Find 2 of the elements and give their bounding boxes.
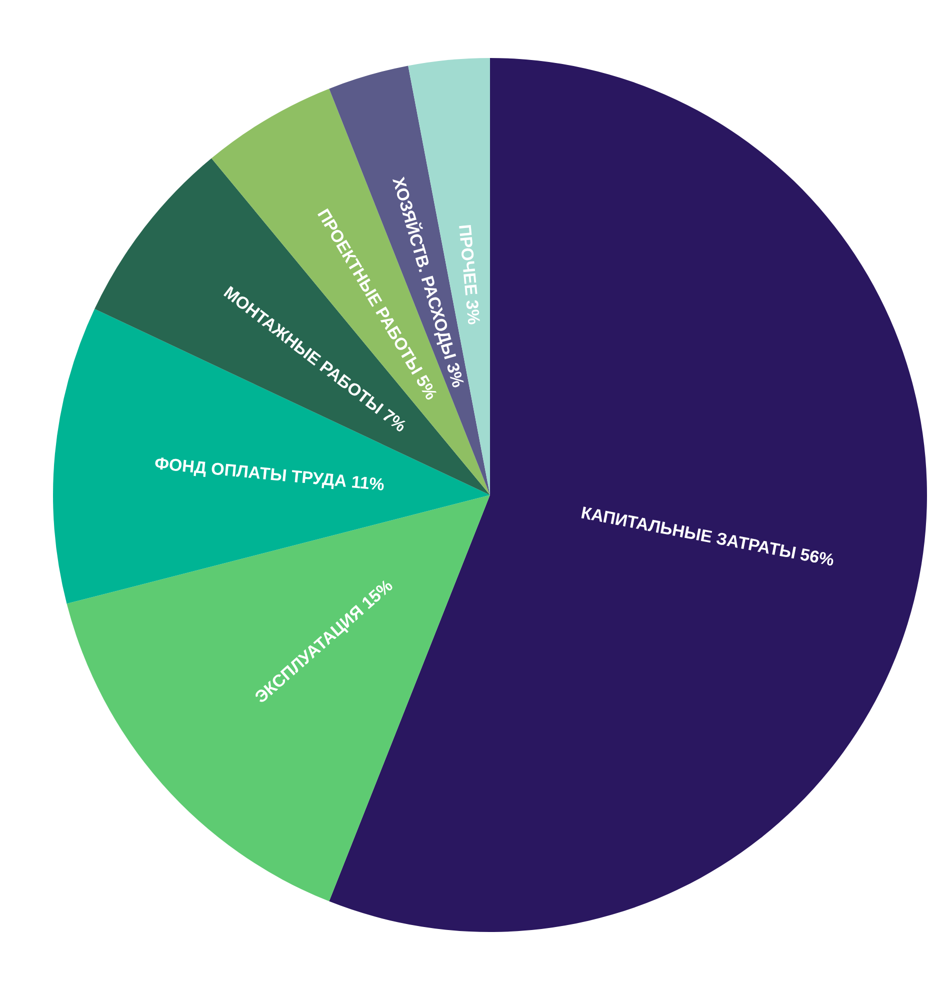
slice-label: ФОНД ОПЛАТЫ ТРУДА 11% (154, 454, 386, 494)
slice-label: ПРОЧЕЕ 3% (454, 224, 484, 326)
